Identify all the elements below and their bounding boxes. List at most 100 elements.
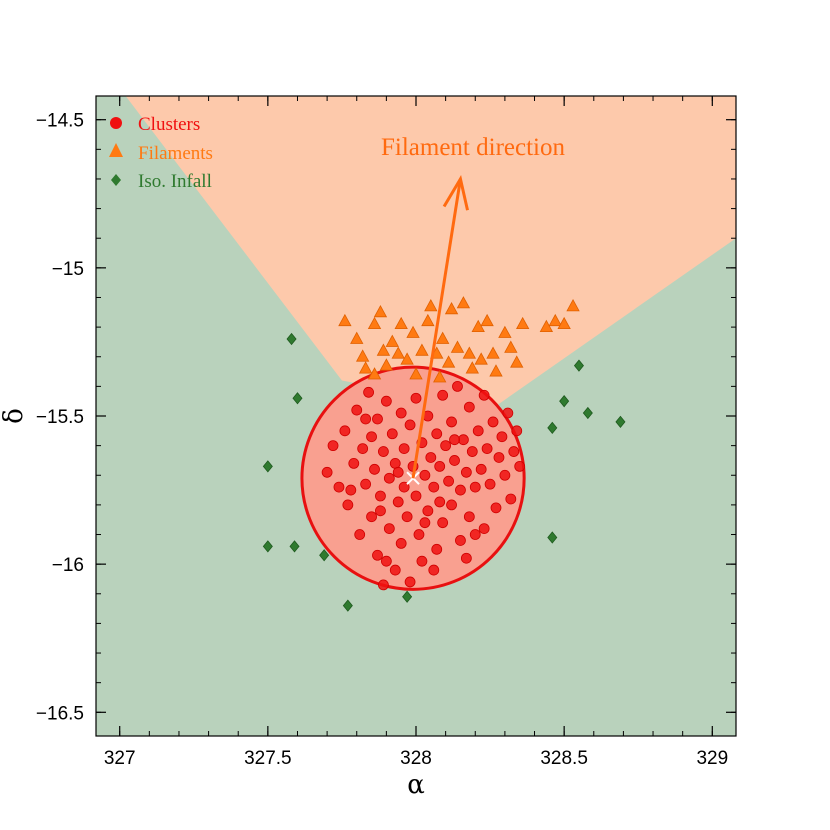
- point-clusters-56: [455, 535, 466, 546]
- legend-marker-iso-infall: [111, 174, 121, 186]
- point-filaments-14: [415, 343, 429, 356]
- point-clusters-1: [327, 440, 339, 452]
- point-clusters-80: [375, 505, 386, 517]
- point-clusters-20: [383, 472, 395, 484]
- point-filaments-31: [504, 340, 518, 353]
- x-tick-label: 327.5: [244, 748, 292, 769]
- point-filaments-7: [379, 358, 394, 371]
- point-filaments-35: [548, 313, 562, 327]
- point-clusters-45: [431, 543, 443, 555]
- point-clusters-89: [460, 552, 472, 564]
- point-iso-infall-8: [547, 421, 558, 434]
- point-clusters-28: [398, 443, 410, 454]
- point-clusters-72: [496, 431, 508, 443]
- point-clusters-76: [508, 446, 520, 457]
- point-iso-infall-12: [615, 415, 626, 429]
- point-filaments-23: [462, 346, 477, 359]
- point-clusters-50: [443, 475, 454, 487]
- filament-region: [125, 96, 736, 411]
- point-filaments-3: [358, 361, 373, 374]
- point-clusters-74: [502, 407, 514, 419]
- point-filaments-19: [441, 355, 456, 368]
- point-clusters-29: [398, 481, 410, 493]
- x-tick-label: 328.5: [540, 748, 588, 769]
- x-tick-label: 328: [400, 748, 432, 769]
- point-clusters-64: [475, 463, 487, 475]
- x-axis-label: α: [407, 770, 425, 800]
- point-clusters-36: [413, 529, 425, 540]
- point-clusters-22: [386, 428, 398, 440]
- point-clusters-16: [375, 490, 386, 502]
- point-filaments-5: [373, 304, 388, 318]
- point-iso-infall-3: [262, 540, 273, 553]
- y-axis-label: δ: [0, 408, 29, 424]
- legend-label-clusters: Clusters: [138, 114, 200, 135]
- point-filaments-38: [367, 367, 382, 380]
- point-filaments-29: [489, 364, 503, 377]
- point-filaments-15: [421, 313, 435, 327]
- legend: Clusters Filaments Iso. Infall: [109, 114, 213, 192]
- point-clusters-32: [404, 576, 416, 588]
- point-filaments-10: [394, 316, 408, 330]
- point-clusters-12: [366, 511, 377, 523]
- point-iso-infall-5: [319, 549, 330, 562]
- legend-marker-filaments: [109, 143, 123, 157]
- point-clusters-52: [446, 499, 457, 511]
- point-filaments-33: [515, 316, 530, 330]
- point-clusters-68: [484, 478, 496, 490]
- point-clusters-3: [339, 425, 351, 437]
- point-clusters-21: [383, 523, 395, 534]
- point-clusters-77: [511, 425, 523, 437]
- point-filaments-32: [510, 355, 524, 368]
- point-clusters-81: [392, 466, 404, 478]
- y-tick-label: −16: [52, 555, 84, 576]
- point-clusters-39: [419, 469, 431, 481]
- point-filaments-34: [539, 319, 554, 333]
- point-clusters-53: [449, 455, 460, 466]
- point-clusters-85: [469, 529, 481, 540]
- y-tick-label: −15: [52, 259, 84, 280]
- point-clusters-7: [354, 529, 366, 540]
- point-clusters-46: [434, 460, 446, 472]
- point-clusters-2: [333, 481, 345, 493]
- point-iso-infall-6: [342, 599, 353, 612]
- point-iso-infall-9: [559, 395, 570, 408]
- point-iso-infall-7: [402, 590, 413, 603]
- point-filaments-13: [409, 367, 423, 380]
- arrow-shaft: [411, 178, 462, 479]
- point-clusters-6: [351, 404, 363, 416]
- point-clusters-78: [514, 460, 526, 472]
- filament-arrow: [411, 174, 469, 479]
- point-filaments-21: [450, 340, 465, 353]
- point-clusters-17: [378, 446, 389, 457]
- point-clusters-34: [410, 392, 422, 404]
- point-clusters-59: [463, 401, 475, 413]
- point-filaments-28: [486, 346, 500, 359]
- point-clusters-66: [478, 523, 490, 534]
- point-filaments-12: [406, 325, 420, 338]
- point-clusters-65: [478, 389, 490, 401]
- point-filaments-4: [367, 316, 382, 330]
- point-iso-infall-13: [547, 531, 558, 544]
- point-clusters-63: [472, 425, 484, 437]
- point-clusters-44: [431, 428, 443, 440]
- point-filaments-22: [456, 296, 471, 309]
- point-clusters-73: [499, 469, 511, 481]
- point-clusters-18: [378, 579, 389, 591]
- point-clusters-14: [372, 549, 383, 561]
- point-clusters-86: [360, 413, 372, 425]
- point-clusters-30: [401, 511, 413, 523]
- point-clusters-4: [342, 499, 354, 511]
- point-filaments-11: [400, 352, 414, 365]
- arrow-label: Filament direction: [381, 134, 565, 161]
- point-filaments-36: [557, 316, 571, 330]
- point-filaments-18: [435, 331, 450, 344]
- point-clusters-26: [395, 407, 407, 419]
- point-filaments-0: [338, 313, 352, 327]
- point-clusters-70: [490, 502, 502, 514]
- point-iso-infall-4: [289, 540, 300, 553]
- y-tick-label: −15.5: [36, 407, 84, 428]
- point-clusters-19: [380, 395, 392, 407]
- point-clusters-35: [410, 490, 422, 502]
- point-clusters-23: [389, 458, 401, 469]
